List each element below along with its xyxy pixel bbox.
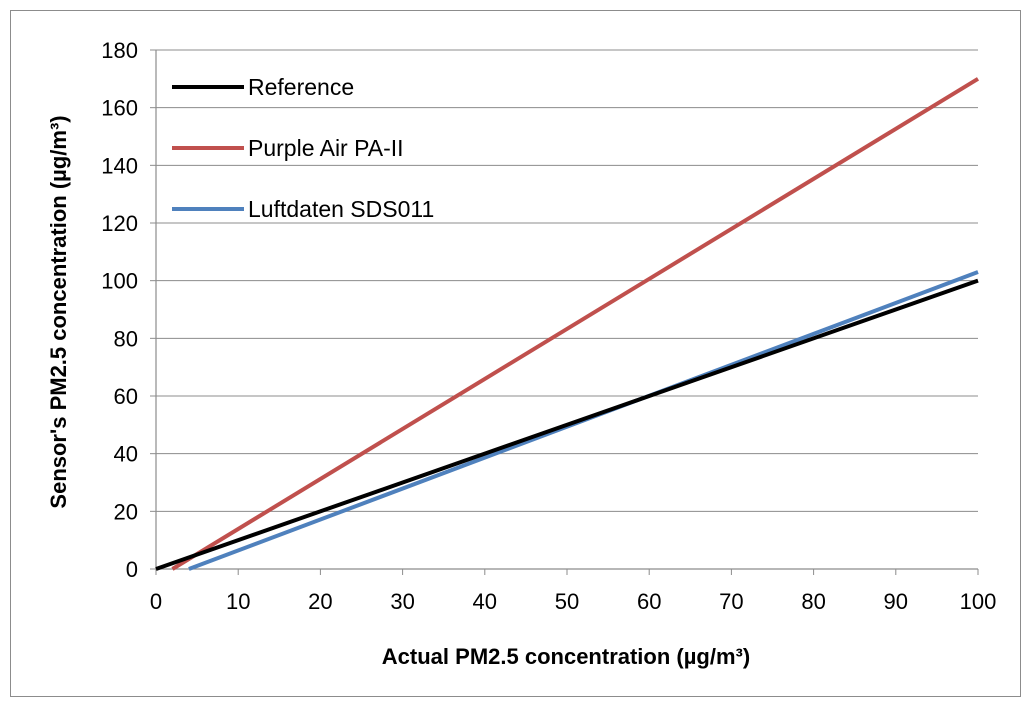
x-tick-label: 20 xyxy=(308,589,332,614)
y-tick-label: 100 xyxy=(101,269,138,294)
x-tick-label: 100 xyxy=(960,589,997,614)
x-tick-label: 50 xyxy=(555,589,579,614)
x-tick-label: 80 xyxy=(801,589,825,614)
series-line-reference xyxy=(155,278,979,571)
y-tick-label: 60 xyxy=(114,384,138,409)
chart-frame xyxy=(10,10,1021,697)
x-tick-label: 60 xyxy=(637,589,661,614)
y-tick-label: 160 xyxy=(101,96,138,121)
y-tick-label: 140 xyxy=(101,153,138,178)
y-tick-label: 120 xyxy=(101,211,138,236)
y-tick-label: 20 xyxy=(114,499,138,524)
gridlines xyxy=(156,49,978,512)
y-tick-label: 0 xyxy=(126,557,138,582)
y-axis-title: Sensor's PM2.5 concentration (µg/m³) xyxy=(46,115,71,508)
y-tick-label: 180 xyxy=(101,38,138,63)
x-tick-label: 40 xyxy=(473,589,497,614)
y-tick-label: 80 xyxy=(114,326,138,351)
legend-label-reference: Reference xyxy=(248,74,354,100)
x-tick-label: 30 xyxy=(390,589,414,614)
x-tick-label: 90 xyxy=(884,589,908,614)
legend: Reference Purple Air PA-II Luftdaten SDS01… xyxy=(172,74,434,222)
x-tick-label: 0 xyxy=(150,589,162,614)
series-lines xyxy=(155,77,980,571)
x-tick-label: 70 xyxy=(719,589,743,614)
x-tick-label: 10 xyxy=(226,589,250,614)
y-tick-label: 40 xyxy=(114,442,138,467)
axes xyxy=(155,50,978,570)
legend-label-purple-air-pa-ii: Purple Air PA-II xyxy=(248,135,404,161)
series-line-purple-air-pa-ii xyxy=(171,77,980,571)
tick-labels: 0 20 40 60 80 100 120 140 160 180 0 10 20 30 40 50 60 70 8… xyxy=(101,38,996,614)
legend-label-luftdaten-sds011: Luftdaten SDS011 xyxy=(248,196,434,222)
x-axis-title: Actual PM2.5 concentration (µg/m³) xyxy=(382,644,750,669)
